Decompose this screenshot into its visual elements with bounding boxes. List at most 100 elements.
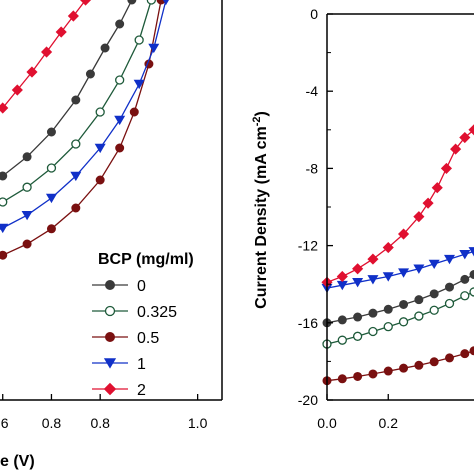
- data-point: [468, 124, 474, 136]
- data-point: [383, 304, 393, 314]
- data-point: [445, 353, 454, 363]
- data-point: [156, 0, 166, 5]
- data-point: [71, 95, 81, 105]
- data-point: [95, 107, 105, 117]
- data-point: [114, 115, 126, 126]
- data-point: [46, 127, 56, 137]
- legend-swatch-marker: [103, 382, 117, 396]
- data-point: [337, 335, 347, 345]
- legend-entry: 1: [92, 356, 146, 373]
- data-point: [413, 264, 425, 274]
- data-point: [413, 211, 425, 223]
- left-x-ticks: .6 0.8 0.8 1.0: [0, 394, 208, 431]
- legend-label: 0.5: [137, 330, 159, 347]
- data-point: [367, 275, 379, 285]
- series-line: [0, 0, 87, 112]
- data-point: [55, 26, 67, 38]
- data-point: [414, 360, 424, 370]
- series-0.325: [322, 287, 474, 349]
- series-line: [0, 0, 133, 179]
- series-2: [321, 124, 474, 288]
- data-point: [352, 331, 363, 341]
- data-point: [429, 357, 439, 367]
- y-tick-label: 0: [310, 6, 318, 22]
- x-tick-label: 0.0: [317, 415, 337, 431]
- data-point: [22, 239, 32, 249]
- legend-label: 1: [137, 356, 146, 373]
- data-point: [45, 193, 57, 204]
- series-0.325: [0, 0, 156, 207]
- data-point: [397, 228, 410, 240]
- y-tick-label: -4: [306, 83, 319, 99]
- y-tick-label: -16: [298, 315, 318, 331]
- data-point: [459, 131, 471, 144]
- data-point: [337, 315, 347, 325]
- data-point: [95, 175, 105, 185]
- data-point: [444, 298, 455, 309]
- data-point: [468, 247, 474, 257]
- data-point: [134, 35, 144, 45]
- right-y-axis-title: Current Density (mA cm-2): [251, 111, 270, 309]
- data-point: [146, 0, 156, 5]
- legend-title: BCP (mg/ml): [98, 251, 194, 268]
- data-point: [431, 182, 443, 194]
- data-point: [367, 253, 379, 265]
- y-tick-label: -8: [306, 160, 319, 176]
- x-tick-label: .6: [0, 415, 9, 431]
- series-1: [321, 247, 474, 294]
- legend-entry: 0.5: [92, 330, 159, 347]
- data-point: [460, 274, 470, 284]
- legend-entry: 0: [92, 278, 146, 295]
- data-point: [94, 143, 106, 154]
- y-tick-label: -12: [298, 238, 318, 254]
- data-point: [444, 254, 455, 265]
- data-point: [133, 79, 145, 90]
- data-point: [115, 143, 125, 153]
- data-point: [469, 346, 474, 356]
- right-y-axis-title-suffix: ): [253, 111, 270, 116]
- data-point: [460, 291, 470, 301]
- data-point: [0, 171, 8, 181]
- data-point: [399, 363, 409, 373]
- data-point: [383, 366, 393, 376]
- left-x-axis-title: e (V): [0, 453, 35, 470]
- legend-swatch-marker: [104, 305, 116, 317]
- data-point: [368, 308, 378, 318]
- data-point: [11, 84, 23, 96]
- right-x-ticks: 0.0 0.2: [317, 394, 398, 431]
- left-plot-area: [0, 0, 169, 260]
- right-y-axis-title-main: Current Density (mA cm: [253, 126, 270, 309]
- data-point: [469, 287, 474, 297]
- data-point: [22, 182, 32, 192]
- data-point: [450, 143, 462, 155]
- data-point: [71, 139, 81, 149]
- legend-entry: 0.325: [92, 304, 177, 321]
- data-point: [337, 374, 347, 384]
- x-tick-label: 1.0: [188, 415, 208, 431]
- data-point: [0, 250, 8, 260]
- data-point: [422, 197, 434, 209]
- data-point: [336, 270, 348, 283]
- data-point: [353, 312, 363, 322]
- data-point: [440, 162, 453, 174]
- right-panel: 0 -4 -8 -12 -16 -20 0.0 0.2 Current Density (m…: [251, 6, 474, 431]
- series-1: [0, 0, 169, 234]
- data-point: [115, 19, 125, 29]
- data-point: [148, 43, 160, 54]
- left-panel: .6 0.8 0.8 1.0 e (V) BCP (mg/ml) 0 0.325 0.5 1…: [0, 0, 223, 470]
- y-tick-label: -20: [298, 392, 318, 408]
- data-point: [382, 241, 394, 254]
- series-2: [0, 0, 92, 114]
- data-point: [0, 102, 9, 114]
- x-tick-label: 0.8: [90, 415, 110, 431]
- x-tick-label: 0.8: [42, 415, 62, 431]
- data-point: [414, 295, 424, 305]
- legend-entries: 0 0.325 0.5 1 2: [92, 278, 177, 399]
- data-point: [46, 224, 56, 234]
- x-tick-label: 0.2: [379, 415, 399, 431]
- data-point: [429, 289, 439, 299]
- data-point: [0, 197, 8, 207]
- data-point: [459, 250, 471, 260]
- data-point: [429, 305, 439, 315]
- data-point: [162, 0, 169, 6]
